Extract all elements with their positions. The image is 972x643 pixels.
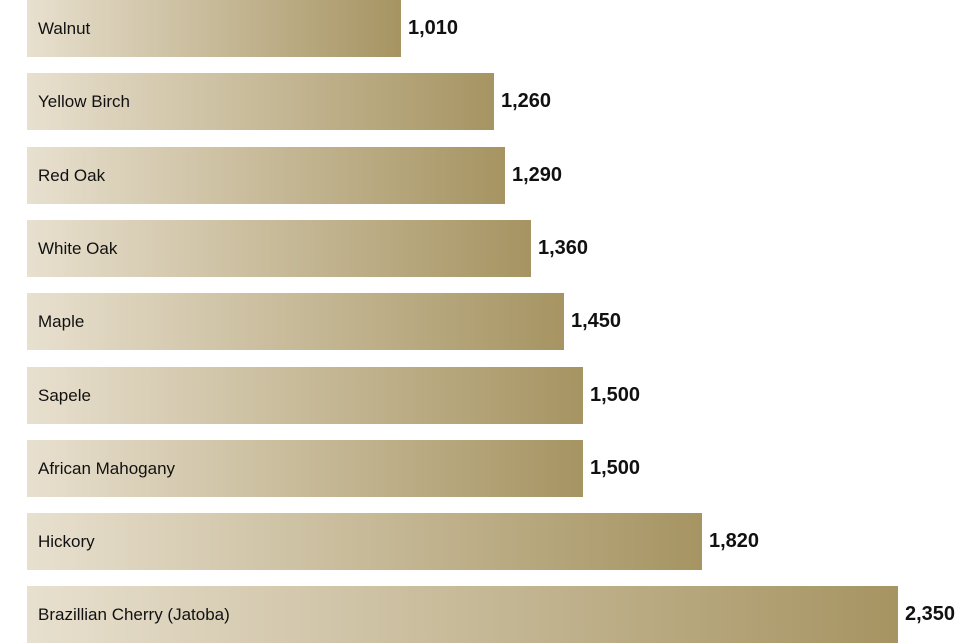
category-label: Sapele [38,386,91,405]
value-label: 1,500 [590,457,641,479]
category-label: African Mahogany [38,459,176,478]
value-label: 1,010 [408,17,459,39]
category-label: Yellow Birch [38,92,130,111]
category-label: Walnut [38,19,91,38]
bar [27,147,505,204]
value-label: 1,360 [538,237,589,259]
value-label: 1,500 [590,384,641,406]
bar [27,73,494,130]
bar [27,220,531,277]
value-label: 1,820 [709,530,760,552]
bar [27,367,583,424]
category-label: Brazillian Cherry (Jatoba) [38,605,230,624]
value-label: 1,450 [571,310,622,332]
bar [27,293,564,350]
category-label: Maple [38,312,85,331]
category-label: Hickory [38,532,95,551]
bar [27,440,583,497]
value-label: 1,260 [501,90,552,112]
value-label: 1,290 [512,164,563,186]
category-label: White Oak [38,239,118,258]
value-label: 2,350 [905,603,956,625]
category-label: Red Oak [38,166,106,185]
bar [27,513,702,570]
bar [27,0,401,57]
